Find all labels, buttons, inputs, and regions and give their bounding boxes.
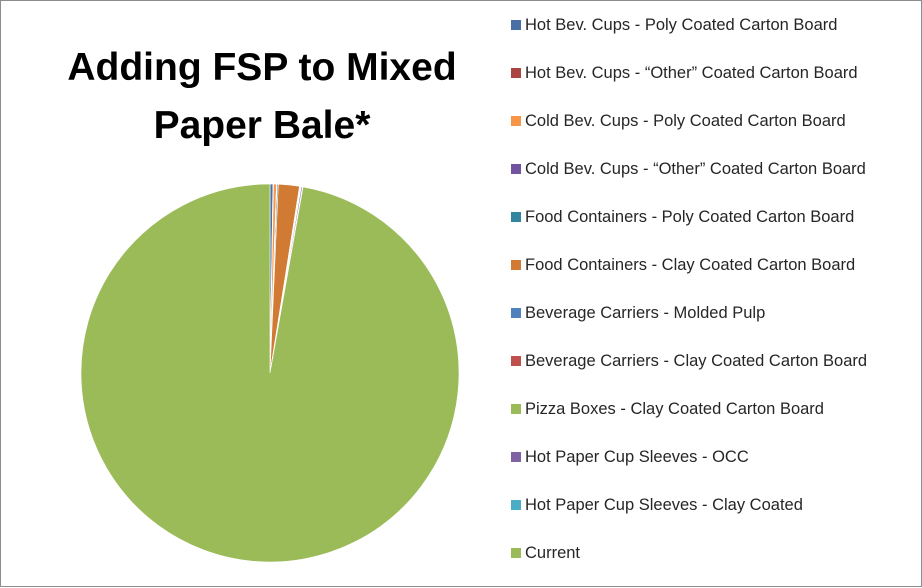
legend-label: Cold Bev. Cups - “Other” Coated Carton B…: [525, 160, 866, 178]
legend-item: Hot Paper Cup Sleeves - OCC: [511, 445, 911, 469]
legend-item: Hot Paper Cup Sleeves - Clay Coated: [511, 493, 911, 517]
legend-swatch: [511, 308, 521, 318]
legend-swatch: [511, 548, 521, 558]
legend-label: Hot Paper Cup Sleeves - Clay Coated: [525, 496, 803, 514]
legend-item: Beverage Carriers - Clay Coated Carton B…: [511, 349, 911, 373]
legend-swatch: [511, 68, 521, 78]
legend-item: Beverage Carriers - Molded Pulp: [511, 301, 911, 325]
legend-label: Current: [525, 544, 581, 562]
legend-label: Beverage Carriers - Clay Coated Carton B…: [525, 352, 868, 370]
legend-swatch: [511, 116, 521, 126]
legend-label: Food Containers - Clay Coated Carton Boa…: [525, 256, 856, 274]
pie-slices: [80, 183, 460, 563]
legend-swatch: [511, 20, 521, 30]
pie-slice-12: [80, 183, 460, 563]
legend-item: Cold Bev. Cups - Poly Coated Carton Boar…: [511, 109, 911, 133]
legend-swatch: [511, 212, 521, 222]
legend-label: Pizza Boxes - Clay Coated Carton Board: [525, 400, 824, 418]
legend-item: Pizza Boxes - Clay Coated Carton Board: [511, 397, 911, 421]
legend-label: Food Containers - Poly Coated Carton Boa…: [525, 208, 855, 226]
legend-swatch: [511, 452, 521, 462]
legend-label: Beverage Carriers - Molded Pulp: [525, 304, 766, 322]
legend-item: Hot Bev. Cups - “Other” Coated Carton Bo…: [511, 61, 911, 85]
legend-label: Hot Bev. Cups - “Other” Coated Carton Bo…: [525, 64, 858, 82]
legend-swatch: [511, 500, 521, 510]
legend-item: Food Containers - Poly Coated Carton Boa…: [511, 205, 911, 229]
legend-swatch: [511, 404, 521, 414]
legend-label: Hot Paper Cup Sleeves - OCC: [525, 448, 749, 466]
legend-item: Cold Bev. Cups - “Other” Coated Carton B…: [511, 157, 911, 181]
legend-swatch: [511, 164, 521, 174]
legend-swatch: [511, 260, 521, 270]
legend-label: Hot Bev. Cups - Poly Coated Carton Board: [525, 16, 838, 34]
legend-item: Current: [511, 541, 911, 565]
legend-item: Food Containers - Clay Coated Carton Boa…: [511, 253, 911, 277]
legend-item: Hot Bev. Cups - Poly Coated Carton Board: [511, 13, 911, 37]
chart-title: Adding FSP to Mixed Paper Bale*: [67, 46, 457, 147]
legend-swatch: [511, 356, 521, 366]
legend-label: Cold Bev. Cups - Poly Coated Carton Boar…: [525, 112, 846, 130]
